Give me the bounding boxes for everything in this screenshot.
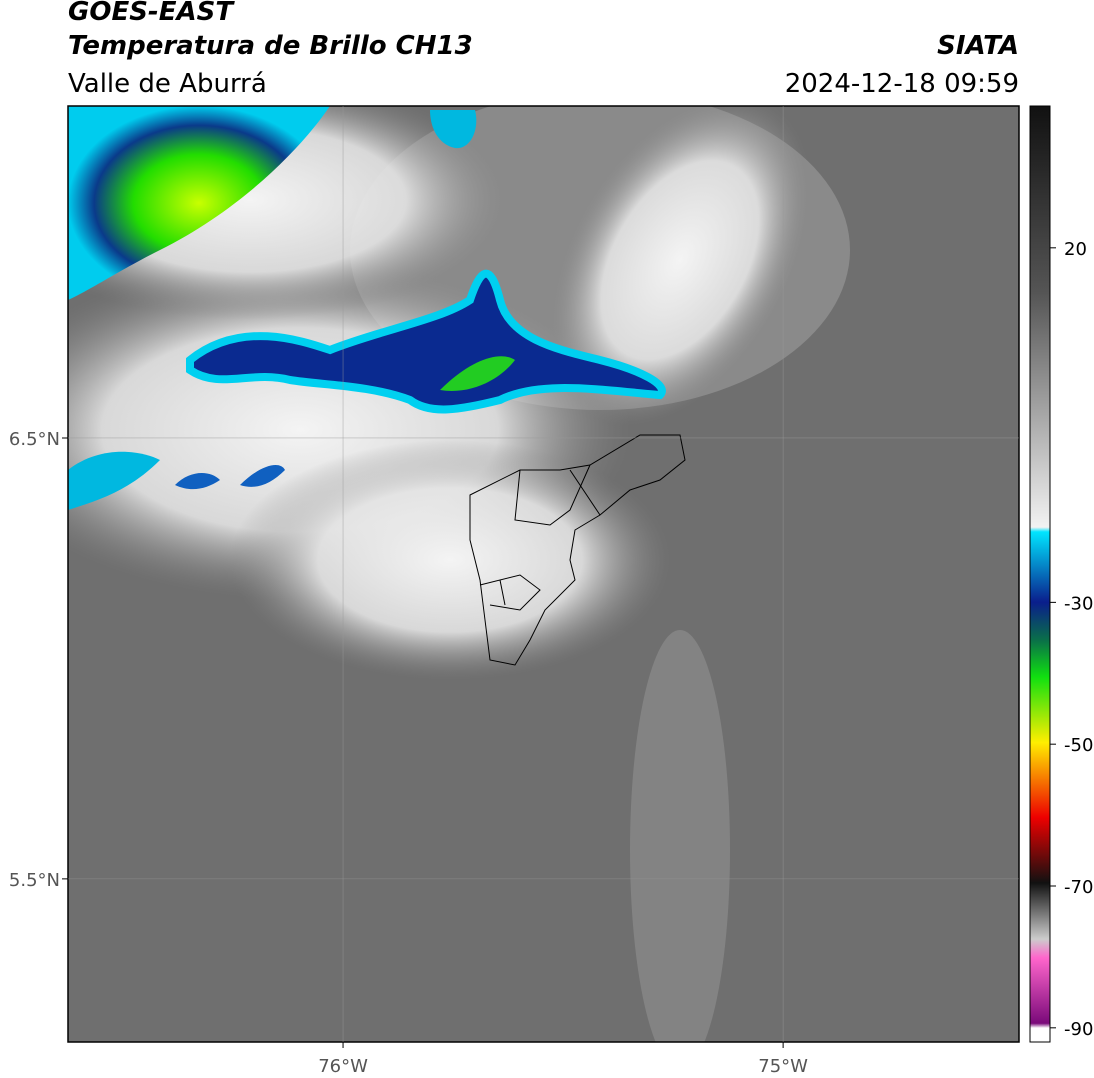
- subtitle: Temperatura de Brillo CH13: [68, 31, 473, 61]
- map-frame: [67, 105, 1020, 1043]
- y-tick-label: 5.5°N: [9, 870, 60, 891]
- title: GOES-EAST: [68, 0, 235, 27]
- x-tick-label: 76°W: [318, 1056, 368, 1077]
- colorbar-tick-label: 20: [1064, 239, 1087, 260]
- y-tick-label: 6.5°N: [9, 429, 60, 450]
- colorbar-tick-label: -30: [1064, 593, 1093, 614]
- colorbar-tick-label: -50: [1064, 735, 1093, 756]
- region: Valle de Aburrá: [68, 69, 267, 99]
- colorbar-tick-label: -90: [1064, 1019, 1093, 1040]
- colorbar-tick-label: -70: [1064, 877, 1093, 898]
- satellite-image: [68, 106, 1019, 1042]
- x-tick-label: 75°W: [758, 1056, 808, 1077]
- timestamp: 2024-12-18 09:59: [785, 69, 1019, 99]
- colorbar: [1029, 105, 1051, 1043]
- source: SIATA: [937, 31, 1019, 61]
